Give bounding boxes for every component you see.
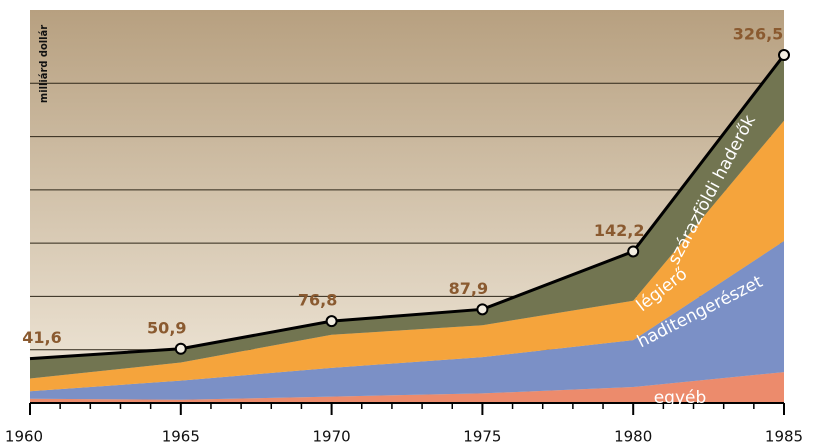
area [30,55,784,379]
x-tick-label: 1975 [463,428,501,446]
total-marker [174,342,187,355]
x-tick-label: 1970 [313,428,351,446]
series-label: egyéb [654,388,707,408]
total-marker [627,245,640,258]
area [30,372,784,403]
area [30,120,784,392]
value-label: 41,6 [22,328,61,347]
y-axis-label: milliárd dollár [37,25,50,103]
value-label: 87,9 [449,279,488,298]
area [30,241,784,400]
x-tick-label: 1965 [162,428,200,446]
x-tick-label: 1985 [765,428,803,446]
value-label: 50,9 [147,318,186,337]
x-tick-label: 1980 [614,428,652,446]
total-marker [325,315,338,328]
total-marker [778,49,790,62]
total-marker [476,303,489,316]
value-label: 76,8 [298,291,337,310]
value-label: 142,2 [594,221,645,240]
value-label: 326,5 [733,25,784,44]
total-line [29,54,786,361]
x-tick-label: 1960 [5,428,43,446]
